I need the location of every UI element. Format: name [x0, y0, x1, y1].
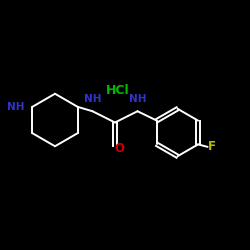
Text: HCl: HCl [106, 84, 129, 96]
Text: O: O [114, 142, 124, 155]
Text: NH: NH [7, 102, 24, 112]
Text: NH: NH [129, 94, 146, 104]
Text: F: F [208, 140, 216, 153]
Text: NH: NH [84, 94, 101, 104]
